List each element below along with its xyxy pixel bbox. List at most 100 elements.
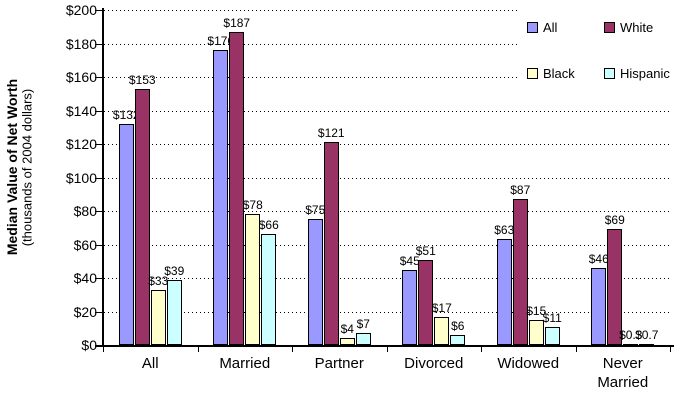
data-label-hispanic-married: $66 xyxy=(258,218,279,233)
y-tick-40 xyxy=(95,278,103,279)
data-label-all-divorced: $45 xyxy=(399,253,420,268)
data-label-white-partner: $121 xyxy=(317,126,345,141)
y-tick-160 xyxy=(95,77,103,78)
data-label-white-all: $153 xyxy=(128,72,156,87)
gridline-200 xyxy=(104,10,670,11)
bar-all-partner xyxy=(307,219,323,345)
x-tick-2 xyxy=(292,345,293,352)
data-label-all-married: $176 xyxy=(207,34,235,49)
gridline-40 xyxy=(104,278,670,279)
y-tick-label-20: $20 xyxy=(73,303,97,320)
bar-all-widowed xyxy=(496,239,512,345)
data-label-white-widowed: $87 xyxy=(510,183,531,198)
bar-all-never-married xyxy=(591,267,607,345)
data-label-all-never-married: $46 xyxy=(588,251,609,266)
y-tick-label-120: $120 xyxy=(65,136,97,152)
data-label-hispanic-divorced: $6 xyxy=(451,318,465,333)
y-tick-80 xyxy=(95,211,103,212)
legend-item-black: Black xyxy=(527,67,575,80)
legend-swatch-black-icon xyxy=(527,68,538,79)
legend-label-hispanic: Hispanic xyxy=(620,66,670,81)
legend-item-white: White xyxy=(604,21,653,34)
y-tick-180 xyxy=(95,43,103,45)
y-tick-label-80: $80 xyxy=(73,203,97,219)
legend-label-all: All xyxy=(543,20,558,35)
bar-hispanic-partner xyxy=(355,333,371,345)
data-label-all-partner: $75 xyxy=(305,203,326,218)
y-tick-label-60: $60 xyxy=(73,236,97,253)
data-label-all-all: $132 xyxy=(112,107,140,122)
bar-white-partner xyxy=(323,142,339,345)
y-tick-60 xyxy=(95,244,103,246)
bar-all-all xyxy=(118,123,134,345)
x-tick-1 xyxy=(197,345,199,352)
data-label-black-divorced: $17 xyxy=(431,300,452,315)
legend-swatch-all-icon xyxy=(527,22,538,33)
data-label-white-married: $187 xyxy=(223,15,251,30)
legend: All White Black Hispanic xyxy=(520,5,677,95)
bar-white-all xyxy=(134,88,150,345)
legend-item-hispanic: Hispanic xyxy=(604,67,670,80)
data-label-hispanic-widowed: $11 xyxy=(542,310,562,325)
bar-black-divorced xyxy=(434,316,450,345)
legend-item-all: All xyxy=(527,21,557,34)
data-label-black-married: $78 xyxy=(242,198,263,213)
x-category-label-married: Married xyxy=(219,355,271,372)
y-tick-100 xyxy=(95,177,103,179)
bar-white-never-married xyxy=(607,229,623,345)
gridline-140 xyxy=(104,110,670,112)
x-tick-0 xyxy=(103,345,104,352)
bar-all-married xyxy=(213,50,229,345)
x-tick-6 xyxy=(670,345,671,352)
data-label-hispanic-partner: $7 xyxy=(356,317,370,332)
gridline-60 xyxy=(104,244,670,246)
bar-black-married xyxy=(245,214,261,345)
bar-hispanic-never-married xyxy=(639,343,655,346)
bar-black-widowed xyxy=(528,319,544,345)
x-category-label-divorced: Divorced xyxy=(404,355,464,372)
y-tick-120 xyxy=(95,144,103,145)
x-category-label-widowed: Widowed xyxy=(497,355,560,372)
bar-hispanic-divorced xyxy=(450,334,466,345)
data-label-white-divorced: $51 xyxy=(415,243,436,258)
x-tick-3 xyxy=(386,345,388,352)
bar-white-widowed xyxy=(512,199,528,345)
x-category-label-all: All xyxy=(141,355,159,372)
y-tick-label-40: $40 xyxy=(73,270,97,286)
x-category-label-never-married: Never Married xyxy=(597,355,649,391)
y-tick-200 xyxy=(95,10,103,11)
bar-hispanic-married xyxy=(261,234,277,345)
gridline-120 xyxy=(104,144,670,145)
bar-white-married xyxy=(229,31,245,345)
data-label-hispanic-never-married: $0.7 xyxy=(635,327,659,342)
gridline-180 xyxy=(104,43,670,45)
y-tick-140 xyxy=(95,110,103,112)
data-label-black-all: $33 xyxy=(148,273,169,288)
bar-black-all xyxy=(150,289,166,345)
x-axis-line xyxy=(95,345,674,347)
gridline-160 xyxy=(104,77,670,78)
gridline-80 xyxy=(104,211,670,212)
legend-swatch-white-icon xyxy=(604,22,615,33)
bar-black-partner xyxy=(339,338,355,345)
bar-white-divorced xyxy=(418,259,434,345)
data-label-all-widowed: $63 xyxy=(494,223,515,238)
y-axis-line xyxy=(102,8,104,347)
legend-label-white: White xyxy=(620,20,654,35)
bar-hispanic-widowed xyxy=(544,326,560,345)
y-tick-label-140: $140 xyxy=(65,102,97,119)
data-label-black-partner: $4 xyxy=(340,322,354,337)
bar-hispanic-all xyxy=(166,279,182,345)
y-tick-label-0: $0 xyxy=(81,337,97,353)
y-tick-20 xyxy=(95,311,103,313)
gridline-20 xyxy=(104,311,670,313)
legend-label-black: Black xyxy=(543,66,575,81)
x-category-label-partner: Partner xyxy=(314,355,364,372)
legend-swatch-hispanic-icon xyxy=(604,68,615,79)
x-tick-5 xyxy=(575,345,577,352)
x-tick-4 xyxy=(481,345,482,352)
gridline-100 xyxy=(104,177,670,179)
bar-all-divorced xyxy=(402,269,418,345)
y-tick-label-160: $160 xyxy=(65,69,97,85)
